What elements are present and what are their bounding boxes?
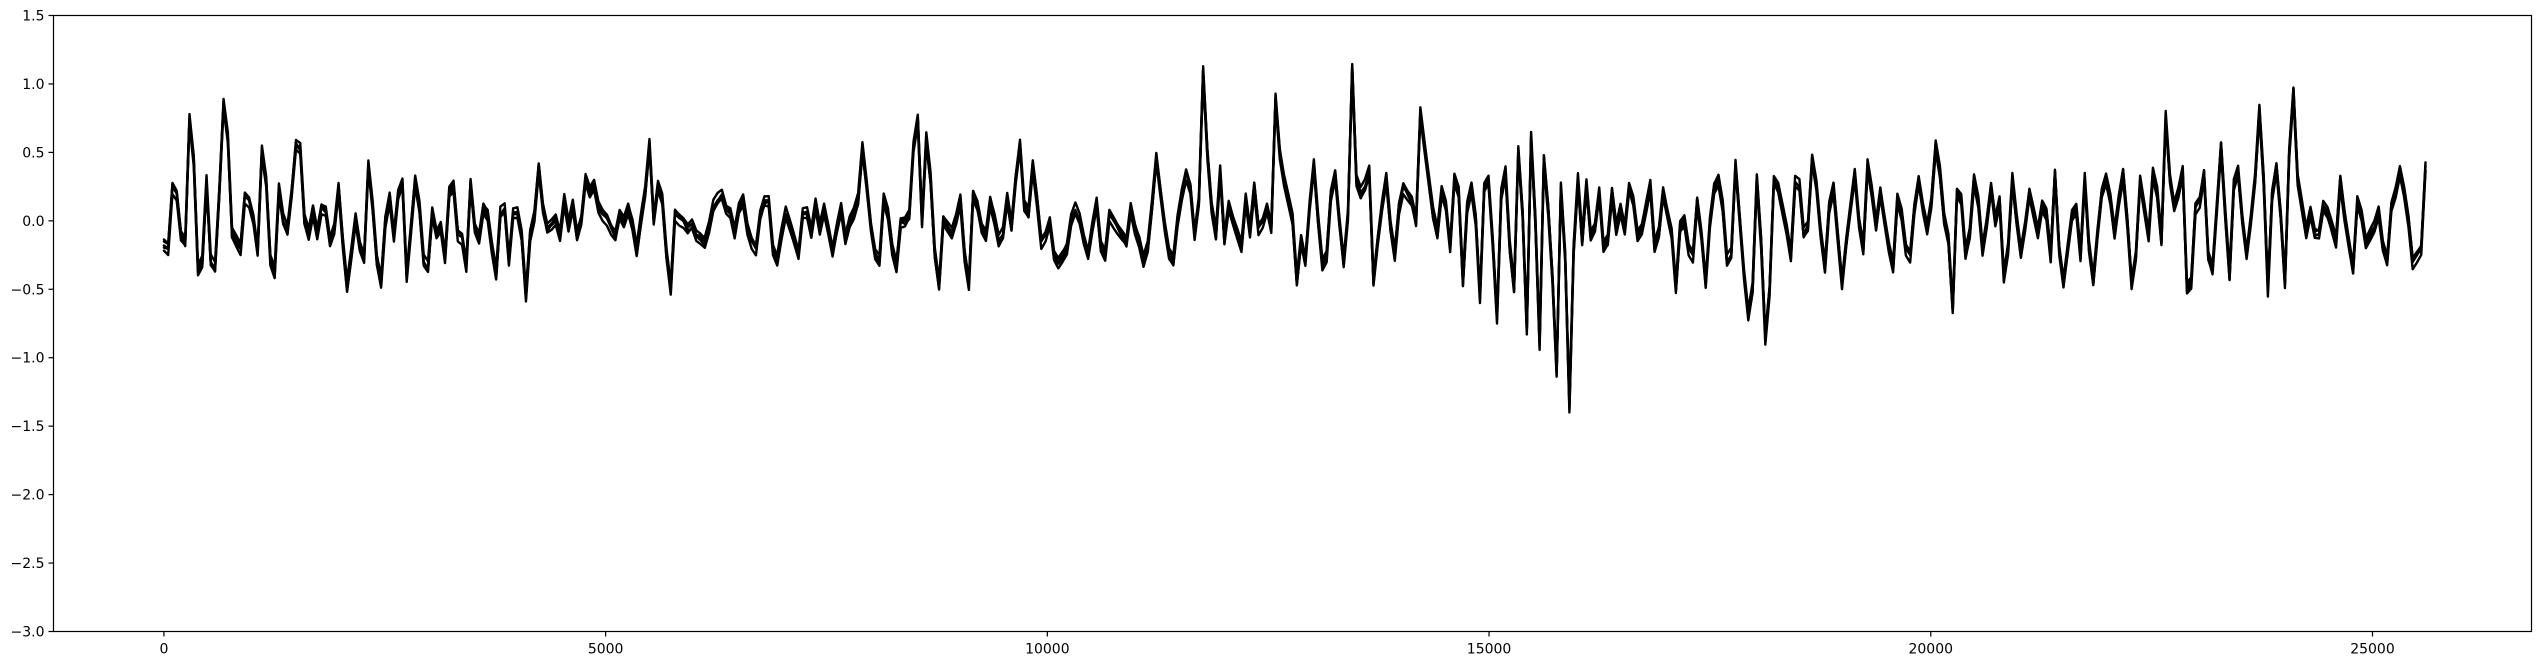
series-line-5 <box>162 73 2427 414</box>
series-line-4 <box>162 63 2427 405</box>
y-tick-label: −0.5 <box>11 282 45 298</box>
y-tick-label: −2.5 <box>11 556 45 572</box>
y-tick-label: −2.0 <box>11 488 45 504</box>
y-tick-label: −1.0 <box>11 351 45 367</box>
y-tick-label: −1.5 <box>11 419 45 435</box>
y-tick-label: 0.0 <box>22 214 44 230</box>
y-tick-label: 1.5 <box>22 9 44 25</box>
plot-frame <box>52 14 2533 633</box>
x-tick-label: 10000 <box>1025 642 1070 658</box>
y-axis: −3.0 −2.5 −2.0 −1.5 −1.0 −0.5 0.0 0.5 1.0 1.5 <box>11 9 54 641</box>
x-tick-label: 20000 <box>1908 642 1953 658</box>
y-tick-label: 1.0 <box>22 77 44 93</box>
x-tick-label: 15000 <box>1467 642 1512 658</box>
series-group <box>162 62 2427 414</box>
x-tick-label: 0 <box>159 642 168 658</box>
y-tick-label: −3.0 <box>11 625 45 641</box>
x-tick-label: 5000 <box>588 642 624 658</box>
x-axis: 0 5000 10000 15000 20000 25000 <box>159 631 2395 658</box>
x-tick-label: 25000 <box>2350 642 2395 658</box>
y-tick-label: 0.5 <box>22 145 44 161</box>
